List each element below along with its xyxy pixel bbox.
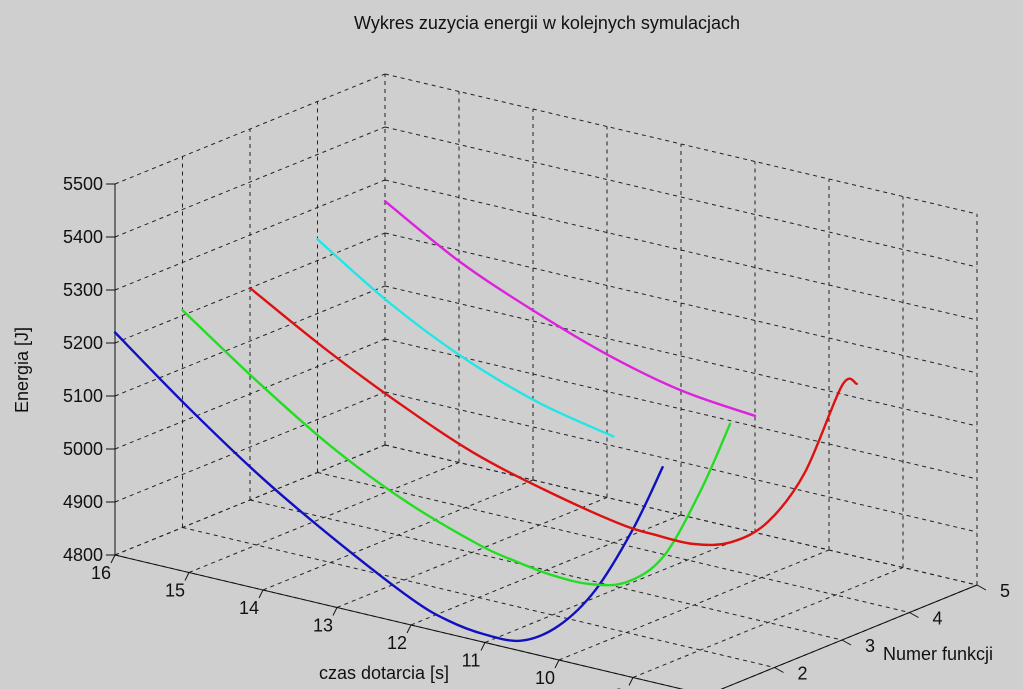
- back-wall-gridline: [384, 126, 978, 268]
- z-tick-label: 4900: [63, 492, 103, 512]
- series-line-4: [316, 238, 615, 438]
- floor-gridline: [188, 462, 460, 573]
- back-wall-gridline: [384, 73, 978, 215]
- floor-gridline: [720, 584, 978, 689]
- x-tick-mark: [258, 589, 264, 599]
- x-tick-label: 14: [239, 598, 259, 618]
- chart-title: Wykres zuzycia energii w kolejnych symul…: [354, 13, 740, 33]
- x-axis-label: czas dotarcia [s]: [319, 663, 449, 683]
- chart-ticks: 1615141312111098123454800490050005100520…: [63, 174, 1010, 689]
- floor-gridline: [249, 499, 843, 641]
- z-tick-label: 5200: [63, 333, 103, 353]
- z-tick-label: 5000: [63, 439, 103, 459]
- x-tick-mark: [406, 624, 412, 634]
- x-tick-mark: [332, 607, 338, 616]
- x-tick-mark: [480, 642, 486, 651]
- y-tick-mark: [841, 639, 852, 646]
- x-tick-mark: [184, 572, 190, 581]
- side-wall-gridline: [114, 444, 386, 556]
- series-line-1: [113, 331, 664, 643]
- floor-gridline: [632, 567, 904, 678]
- back-wall-gridline: [384, 391, 978, 533]
- z-axis-label: Energia [J]: [12, 327, 32, 413]
- y-tick-label: 4: [932, 609, 942, 629]
- x-tick-mark: [110, 554, 116, 564]
- floor-gridline: [336, 497, 608, 608]
- x-tick-mark: [628, 677, 634, 686]
- x-tick-label: 13: [313, 616, 333, 636]
- series-line-2: [181, 309, 732, 587]
- side-wall-gridline: [114, 338, 386, 450]
- y-axis-label: Numer funkcji: [883, 644, 993, 664]
- y-axis-line: [720, 584, 978, 689]
- x-tick-label: 11: [462, 651, 481, 671]
- back-wall-gridline: [384, 444, 978, 586]
- back-wall-gridline: [384, 285, 978, 427]
- x-tick-label: 15: [165, 581, 185, 601]
- side-wall-gridline: [114, 126, 386, 238]
- floor-gridline: [317, 472, 910, 613]
- side-wall-gridline: [114, 179, 386, 291]
- y-tick-label: 2: [797, 664, 807, 684]
- chart-series: [113, 200, 858, 643]
- side-wall-gridline: [114, 391, 386, 503]
- floor-gridline: [484, 532, 756, 643]
- x-tick-label: 10: [535, 668, 555, 688]
- z-tick-label: 5400: [63, 227, 103, 247]
- y-tick-label: 5: [1000, 581, 1010, 601]
- z-tick-label: 5100: [63, 386, 103, 406]
- side-wall-gridline: [114, 73, 386, 185]
- floor-gridline: [182, 527, 775, 668]
- x-tick-label: 12: [387, 633, 407, 653]
- back-wall-gridline: [384, 232, 978, 374]
- z-tick-label: 5300: [63, 280, 103, 300]
- chart-grid: [114, 73, 978, 689]
- y-tick-mark: [909, 612, 919, 618]
- series-line-3: [248, 286, 858, 547]
- z-tick-label: 5500: [63, 174, 103, 194]
- x-tick-mark: [554, 659, 560, 669]
- back-wall-gridline: [384, 338, 978, 480]
- y-tick-label: 3: [865, 636, 875, 656]
- x-tick-label: 16: [91, 563, 111, 583]
- series-line-5: [383, 200, 757, 418]
- x-tick-label: 9: [614, 686, 624, 689]
- back-wall-gridline: [384, 179, 978, 321]
- y-tick-mark: [976, 584, 987, 591]
- z-tick-label: 4800: [63, 545, 103, 565]
- y-tick-mark: [774, 667, 784, 673]
